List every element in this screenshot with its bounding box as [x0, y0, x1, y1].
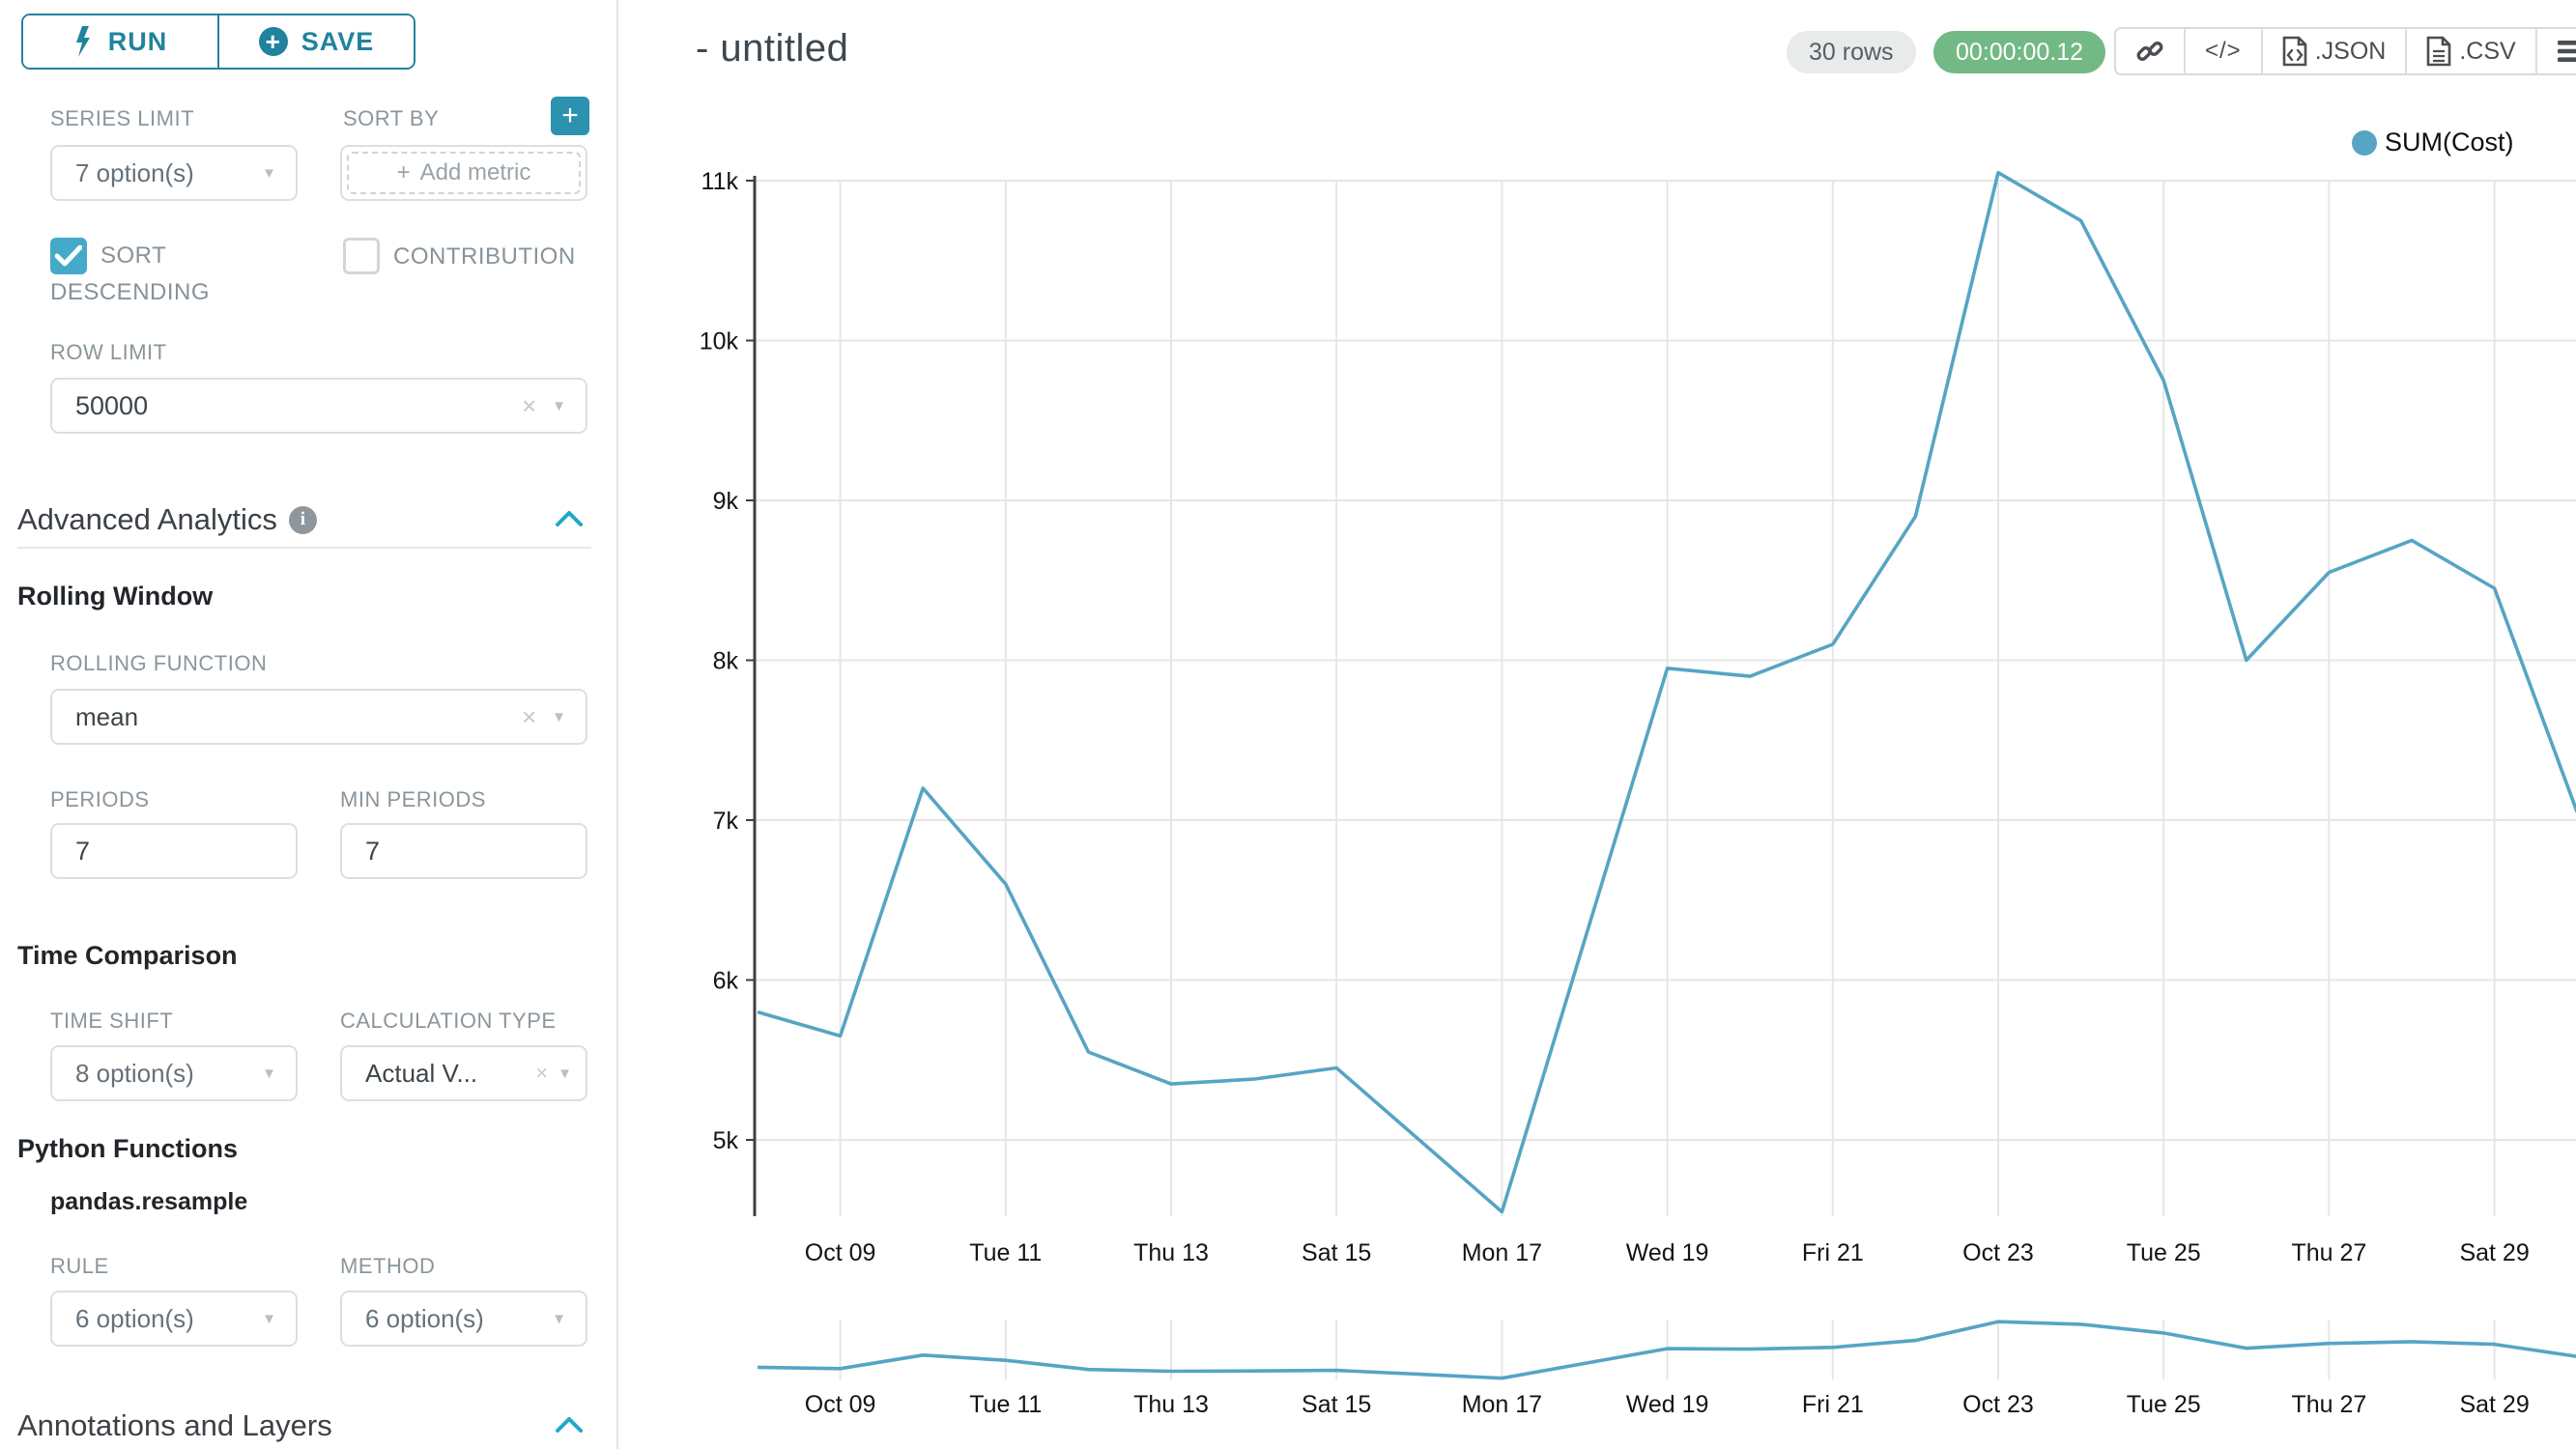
contribution-label: CONTRIBUTION: [393, 243, 576, 270]
method-label: METHOD: [340, 1254, 436, 1278]
chevron-up-icon[interactable]: [555, 1416, 584, 1434]
code-icon: </>: [2205, 38, 2242, 64]
series-limit-select[interactable]: 7 option(s) ▼: [50, 145, 298, 201]
query-timer-badge: 00:00:00.12: [1933, 31, 2106, 73]
rolling-function-label: ROLLING FUNCTION: [50, 651, 268, 675]
run-button-label: RUN: [107, 26, 168, 56]
min-periods-input[interactable]: 7: [340, 823, 587, 879]
sort-descending-checkbox[interactable]: [50, 238, 87, 274]
export-csv-button[interactable]: .CSV: [2405, 29, 2534, 73]
chart-toolbar: </> .JSON .CSV: [2114, 27, 2576, 75]
export-csv-label: .CSV: [2459, 37, 2516, 65]
legend-series-label: SUM(Cost): [2385, 128, 2514, 156]
pandas-resample-subtitle: pandas.resample: [50, 1188, 248, 1215]
legend-series-dot: [2352, 129, 2377, 156]
row-limit-label: ROW LIMIT: [50, 340, 167, 364]
chart-title[interactable]: - untitled: [696, 27, 849, 70]
add-metric-label: Add metric: [419, 159, 531, 185]
rolling-function-select[interactable]: mean × ▼: [50, 689, 587, 745]
method-select[interactable]: 6 option(s) ▼: [340, 1291, 587, 1347]
chevron-down-icon: ▼: [552, 397, 566, 414]
file-text-icon: [2427, 36, 2451, 67]
time-comparison-title: Time Comparison: [17, 941, 238, 970]
periods-input[interactable]: 7: [50, 823, 298, 879]
chart-menu-button[interactable]: [2534, 29, 2576, 73]
contribution-checkbox[interactable]: [343, 238, 380, 274]
rolling-window-title: Rolling Window: [17, 582, 214, 611]
lightning-bolt-icon: [75, 26, 90, 57]
chart-legend[interactable]: SUM(Cost): [2352, 128, 2514, 157]
sort-descending-label: SORT DESCENDING: [50, 242, 211, 305]
method-value: 6 option(s): [365, 1303, 484, 1333]
time-shift-label: TIME SHIFT: [50, 1009, 174, 1033]
row-limit-value: 50000: [75, 390, 149, 420]
save-button-label: SAVE: [301, 26, 375, 56]
series-limit-label: SERIES LIMIT: [50, 106, 195, 130]
annotations-title: Annotations and Layers: [17, 1408, 332, 1442]
run-save-button-group: RUN + SAVE: [21, 14, 415, 70]
range-selector-mini-chart[interactable]: [734, 1309, 2576, 1425]
view-query-button[interactable]: </>: [2184, 29, 2261, 73]
annotations-header[interactable]: Annotations and Layers: [17, 1408, 332, 1443]
main-chart[interactable]: [618, 97, 2576, 1304]
plus-icon: +: [396, 159, 411, 185]
advanced-analytics-title: Advanced Analytics: [17, 502, 277, 536]
save-button[interactable]: + SAVE: [217, 15, 414, 68]
plus-circle-icon: +: [258, 27, 288, 56]
chevron-down-icon: ▼: [558, 1065, 572, 1082]
export-json-label: .JSON: [2314, 37, 2387, 65]
series-limit-value: 7 option(s): [75, 157, 194, 187]
add-metric-button[interactable]: + Add metric: [347, 152, 581, 194]
add-sort-by-button[interactable]: +: [551, 97, 589, 135]
sort-descending-control: SORT DESCENDING: [50, 238, 243, 311]
run-button[interactable]: RUN: [23, 15, 217, 68]
min-periods-value: 7: [365, 836, 381, 866]
chevron-down-icon: ▼: [262, 164, 276, 182]
calculation-type-label: CALCULATION TYPE: [340, 1009, 557, 1033]
chevron-down-icon: ▼: [552, 708, 566, 725]
chevron-down-icon: ▼: [262, 1310, 276, 1327]
file-code-icon: [2282, 36, 2307, 67]
export-json-button[interactable]: .JSON: [2260, 29, 2406, 73]
control-sidebar: RUN + SAVE SERIES LIMIT 7 option(s) ▼ SO…: [0, 0, 618, 1449]
periods-label: PERIODS: [50, 787, 150, 811]
rule-select[interactable]: 6 option(s) ▼: [50, 1291, 298, 1347]
link-icon: [2136, 42, 2163, 61]
sort-by-label: SORT BY: [343, 106, 440, 130]
section-divider: [17, 547, 591, 549]
rolling-function-value: mean: [75, 701, 139, 731]
chevron-down-icon: ▼: [262, 1065, 276, 1082]
check-icon: [55, 245, 82, 267]
time-shift-select[interactable]: 8 option(s) ▼: [50, 1045, 298, 1101]
calculation-type-select[interactable]: Actual V... × ▼: [340, 1045, 587, 1101]
plus-icon: +: [561, 99, 579, 131]
python-functions-title: Python Functions: [17, 1134, 238, 1163]
chevron-up-icon[interactable]: [555, 510, 584, 527]
hamburger-menu-icon: [2557, 41, 2576, 62]
row-count-badge: 30 rows: [1787, 31, 1916, 73]
chevron-down-icon: ▼: [552, 1310, 566, 1327]
row-limit-select[interactable]: 50000 × ▼: [50, 378, 587, 434]
time-shift-value: 8 option(s): [75, 1058, 194, 1088]
rule-label: RULE: [50, 1254, 109, 1278]
sort-by-control: + Add metric: [340, 145, 587, 201]
clear-icon[interactable]: ×: [521, 701, 537, 731]
periods-value: 7: [75, 836, 91, 866]
min-periods-label: MIN PERIODS: [340, 787, 486, 811]
advanced-analytics-header[interactable]: Advanced Analytics i: [17, 502, 317, 537]
clear-icon[interactable]: ×: [535, 1061, 549, 1085]
share-link-button[interactable]: [2116, 29, 2184, 73]
calculation-type-value: Actual V...: [365, 1058, 478, 1088]
clear-icon[interactable]: ×: [521, 390, 537, 420]
rule-value: 6 option(s): [75, 1303, 194, 1333]
info-icon[interactable]: i: [288, 505, 317, 534]
